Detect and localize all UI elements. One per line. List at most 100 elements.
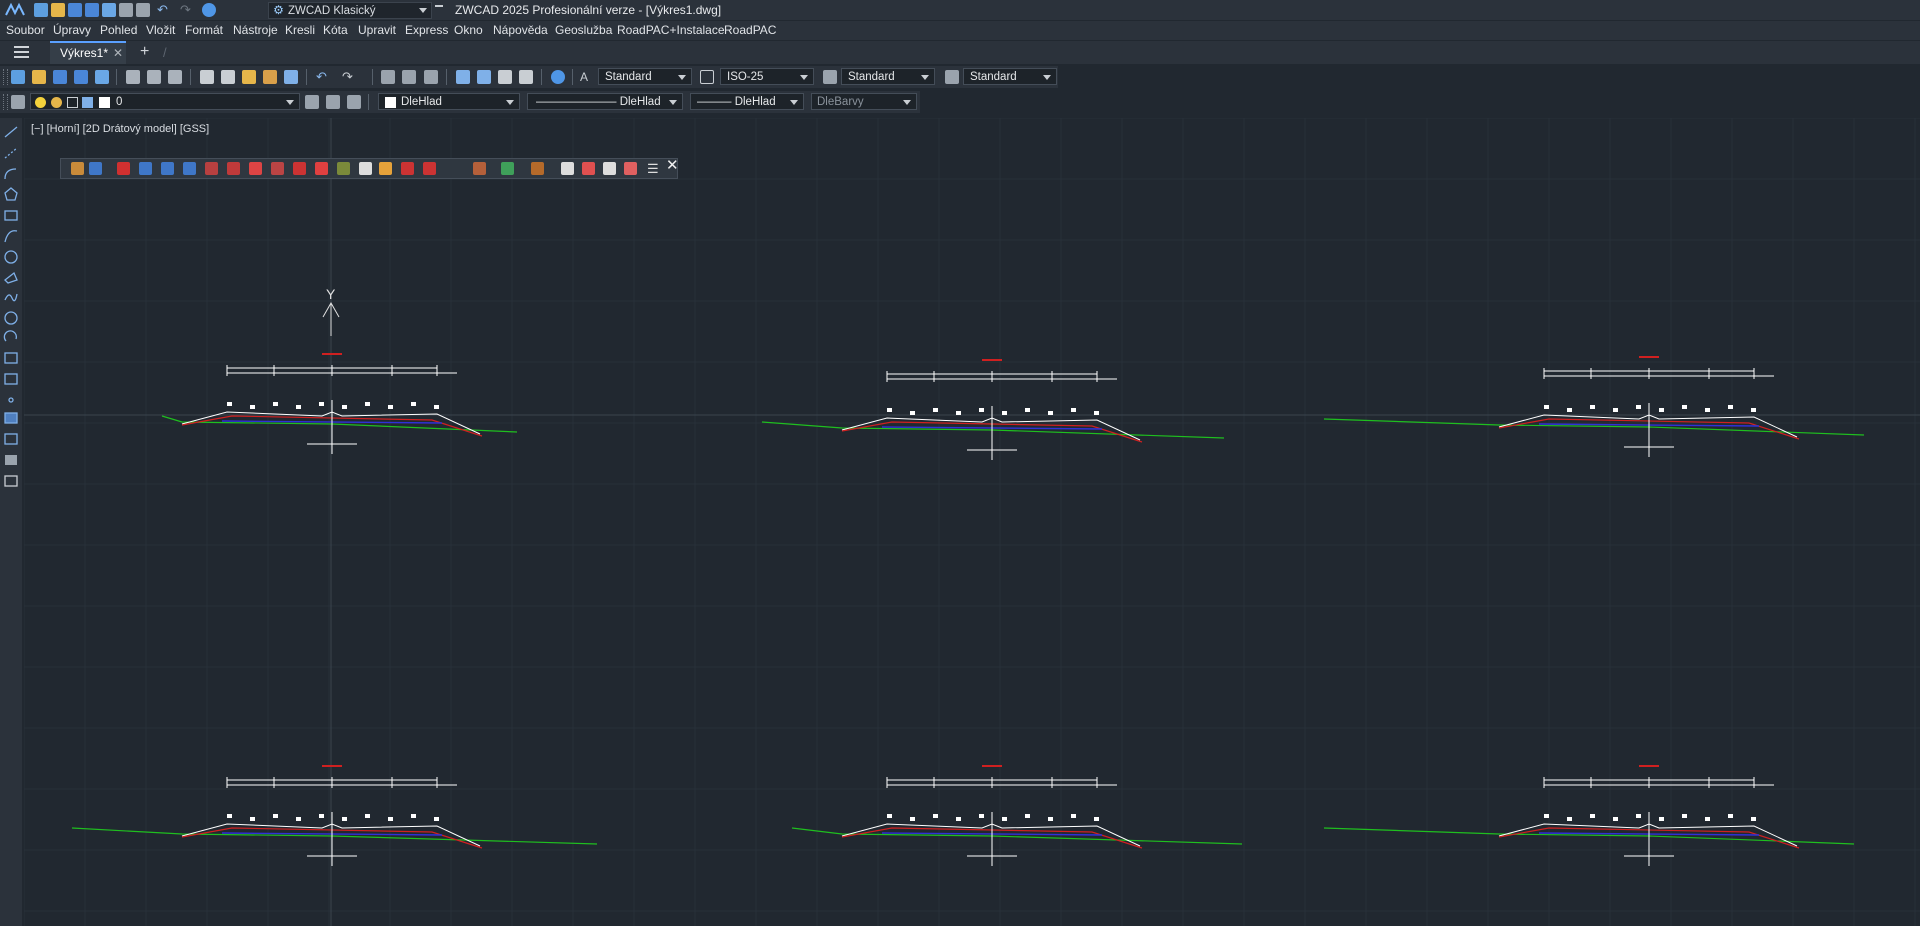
markup-icon[interactable] (519, 70, 533, 84)
make-current-icon[interactable] (305, 95, 319, 109)
roadpac-tool-12-icon[interactable] (315, 162, 328, 175)
copy-icon[interactable] (221, 70, 235, 84)
open-icon[interactable] (32, 70, 46, 84)
roadpac-tool-18-icon[interactable] (473, 162, 486, 175)
roadpac-tool-16-icon[interactable] (401, 162, 414, 175)
menu-kresli[interactable]: Kresli (285, 23, 316, 37)
save-icon[interactable] (53, 70, 67, 84)
layer-manager-icon[interactable] (11, 95, 25, 109)
new-icon[interactable] (11, 70, 25, 84)
tab-vykres1[interactable]: Výkres1* ✕ (50, 41, 126, 64)
roadpac-tool-20-icon[interactable] (531, 162, 544, 175)
hamburger-menu-icon[interactable] (14, 46, 29, 59)
viewport-label[interactable]: [−] [Horní] [2D Drátový model] [GSS] (31, 123, 210, 135)
roadpac-tool-5-icon[interactable] (161, 162, 174, 175)
roadpac-tool-7-icon[interactable] (205, 162, 218, 175)
close-floating-toolbar-icon[interactable]: ✕ (666, 157, 679, 174)
roadpac-tool-13-icon[interactable] (337, 162, 350, 175)
layer-previous-icon[interactable] (326, 95, 340, 109)
design-center-icon[interactable] (477, 70, 491, 84)
menu-okno[interactable]: Okno (454, 23, 483, 37)
redo-icon[interactable]: ↷ (342, 69, 353, 84)
match-properties-icon[interactable] (284, 70, 298, 84)
cut-icon[interactable] (200, 70, 214, 84)
color-select[interactable]: DleHlad (378, 93, 520, 110)
layer-select[interactable]: 0 (30, 93, 300, 110)
roadpac-tool-6-icon[interactable] (183, 162, 196, 175)
save-all-icon[interactable] (95, 70, 109, 84)
roadpac-tool-11-icon[interactable] (293, 162, 306, 175)
menu-format[interactable]: Formát (185, 23, 224, 37)
menu-napoveda[interactable]: Nápověda (493, 23, 548, 37)
save-as-icon[interactable] (85, 3, 99, 17)
zoom-previous-icon[interactable] (424, 70, 438, 84)
plotstyle-select[interactable]: DleBarvy (811, 93, 917, 110)
save-as-icon[interactable] (74, 70, 88, 84)
redo-icon[interactable]: ↷ (180, 2, 191, 17)
dim-style-select[interactable]: ISO-25 (720, 68, 814, 85)
multileader-style-select[interactable]: Standard (963, 68, 1057, 85)
roadpac-tool-19-icon[interactable] (501, 162, 514, 175)
layer-states-icon[interactable] (347, 95, 361, 109)
menu-express[interactable]: Express (405, 23, 449, 37)
menu-upravy[interactable]: Úpravy (53, 23, 92, 37)
roadpac-tool-9-icon[interactable] (249, 162, 262, 175)
roadpac-tool-8-icon[interactable] (227, 162, 240, 175)
toolbar-grip[interactable] (3, 94, 8, 110)
lineweight-select[interactable]: ——— DleHlad (690, 93, 804, 110)
menu-nastroje[interactable]: Nástroje (233, 23, 278, 37)
undo-icon[interactable]: ↶ (157, 2, 168, 17)
toolbar-grip[interactable] (3, 69, 8, 85)
drawing-canvas[interactable]: Y (24, 118, 1920, 926)
save-all-icon[interactable] (102, 3, 116, 17)
print-icon[interactable] (126, 70, 140, 84)
menu-vlozit[interactable]: Vložit (146, 23, 176, 37)
quick-access-menu-icon[interactable] (435, 5, 443, 15)
roadpac-tool-1-icon[interactable] (71, 162, 84, 175)
zwcad-logo-icon[interactable] (4, 2, 26, 18)
menu-soubor[interactable]: Soubor (6, 23, 45, 37)
roadpac-tool-3-icon[interactable] (117, 162, 130, 175)
paste-icon[interactable] (242, 70, 256, 84)
drawing-viewport[interactable]: Y (24, 118, 1920, 926)
open-file-icon[interactable] (51, 3, 65, 17)
print-preview-icon[interactable] (147, 70, 161, 84)
roadpac-tool-10-icon[interactable] (271, 162, 284, 175)
help-icon[interactable] (202, 3, 216, 17)
menu-upravit[interactable]: Upravit (358, 23, 397, 37)
linetype-select[interactable]: ——————— DleHlad (527, 93, 683, 110)
workspace-select[interactable]: ⚙ ZWCAD Klasický (268, 2, 432, 19)
text-style-select[interactable]: Standard (598, 68, 692, 85)
roadpac-tool-14-icon[interactable] (359, 162, 372, 175)
tool-palettes-icon[interactable] (498, 70, 512, 84)
roadpac-tool-17-icon[interactable] (423, 162, 436, 175)
roadpac-tool-15-icon[interactable] (379, 162, 392, 175)
roadpac-tool-22-icon[interactable] (582, 162, 595, 175)
table-style-select[interactable]: Standard (841, 68, 935, 85)
menu-geosluzba[interactable]: Geoslužba (555, 23, 613, 37)
print-icon[interactable] (119, 3, 133, 17)
zoom-realtime-icon[interactable] (381, 70, 395, 84)
roadpac-menu-icon[interactable]: ☰ (647, 161, 659, 176)
publish-icon[interactable] (168, 70, 182, 84)
roadpac-tool-2-icon[interactable] (89, 162, 102, 175)
help-icon[interactable] (551, 70, 565, 84)
menu-pohled[interactable]: Pohled (100, 23, 138, 37)
save-icon[interactable] (68, 3, 82, 17)
new-tab-icon[interactable]: + (140, 43, 150, 60)
roadpac-tool-4-icon[interactable] (139, 162, 152, 175)
menu-roadpac[interactable]: RoadPAC (724, 23, 777, 37)
paste-special-icon[interactable] (263, 70, 277, 84)
menu-bar: Soubor Úpravy Pohled Vložit Formát Nástr… (0, 21, 1920, 40)
roadpac-tool-23-icon[interactable] (603, 162, 616, 175)
close-tab-icon[interactable]: ✕ (113, 46, 124, 60)
zoom-window-icon[interactable] (402, 70, 416, 84)
menu-roadpac-instalace[interactable]: RoadPAC+Instalace (617, 23, 725, 37)
undo-icon[interactable]: ↶ (316, 69, 327, 84)
print-preview-icon[interactable] (136, 3, 150, 17)
menu-kota[interactable]: Kóta (323, 23, 348, 37)
roadpac-search-icon[interactable] (561, 162, 574, 175)
new-file-icon[interactable] (34, 3, 48, 17)
properties-icon[interactable] (456, 70, 470, 84)
roadpac-tool-24-icon[interactable] (624, 162, 637, 175)
